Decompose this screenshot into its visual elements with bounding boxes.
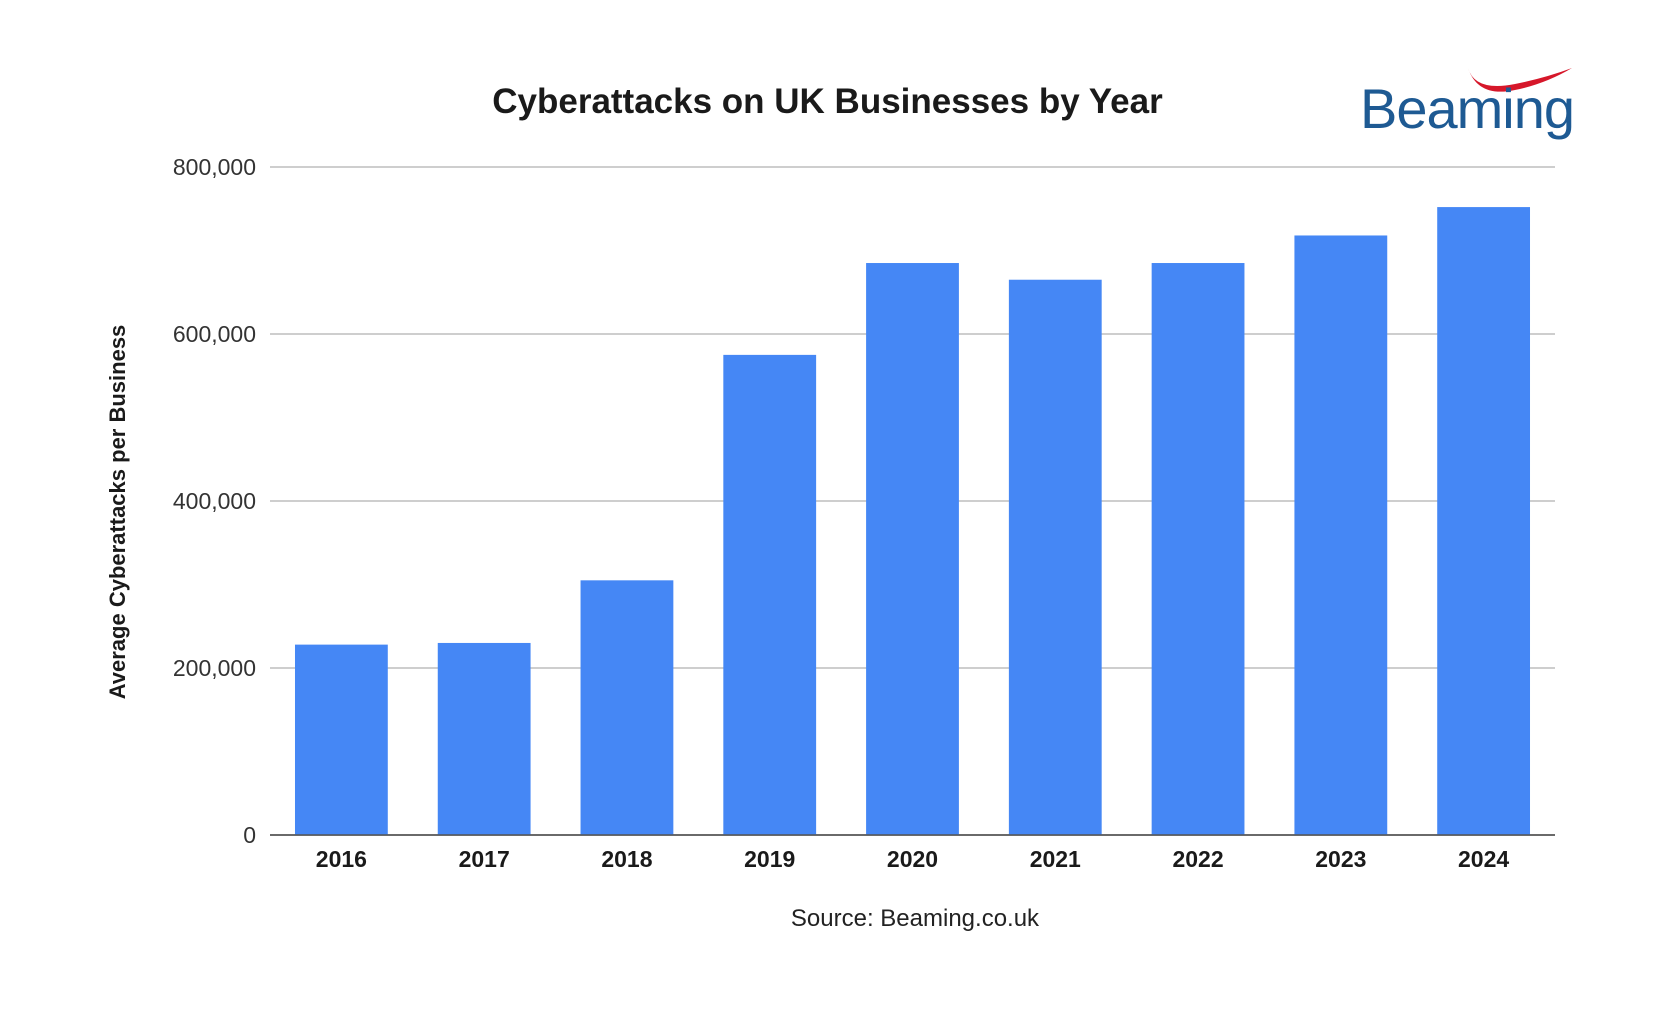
x-tick-label: 2021 xyxy=(1030,846,1081,872)
y-tick-label: 400,000 xyxy=(173,488,256,514)
x-tick-label: 2024 xyxy=(1458,846,1509,872)
logo-text: Beaming xyxy=(1360,77,1575,140)
y-tick-label: 0 xyxy=(243,822,256,848)
chart-title: Cyberattacks on UK Businesses by Year xyxy=(492,82,1163,121)
bar-2024 xyxy=(1437,207,1531,835)
y-tick-label: 200,000 xyxy=(173,655,256,681)
x-tick-label: 2017 xyxy=(459,846,510,872)
bar-2017 xyxy=(437,642,531,835)
bar-2018 xyxy=(580,580,674,835)
bar-2022 xyxy=(1151,263,1245,835)
x-tick-label: 2018 xyxy=(601,846,652,872)
logo-swoosh-icon xyxy=(1468,68,1572,92)
x-tick-label: 2020 xyxy=(887,846,938,872)
x-tick-label: 2016 xyxy=(316,846,367,872)
bar-2020 xyxy=(866,263,959,835)
x-tick-label: 2022 xyxy=(1172,846,1223,872)
source-note: Source: Beaming.co.uk xyxy=(790,905,1040,932)
bar-2019 xyxy=(723,354,817,835)
x-tick-label: 2023 xyxy=(1315,846,1366,872)
x-tick-label: 2019 xyxy=(744,846,795,872)
y-tick-label: 600,000 xyxy=(173,321,256,347)
bar-2021 xyxy=(1008,279,1102,836)
beaming-logo: Beaming xyxy=(1350,40,1590,165)
y-tick-label: 800,000 xyxy=(173,154,256,180)
bar-2016 xyxy=(294,644,388,835)
bar-2023 xyxy=(1294,235,1388,836)
